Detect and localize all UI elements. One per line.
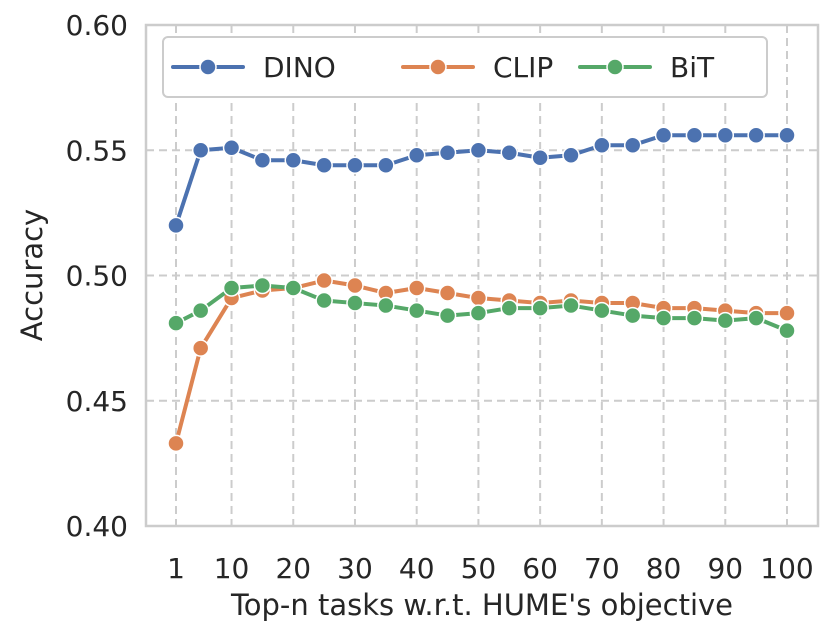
data-point — [531, 149, 549, 167]
data-point — [685, 309, 704, 327]
y-tick-label: 0.55 — [66, 134, 128, 167]
data-point — [377, 296, 395, 315]
legend-label: CLIP — [493, 51, 553, 84]
data-point — [315, 156, 333, 175]
series-bit — [167, 276, 796, 340]
data-point — [778, 304, 796, 322]
data-point — [562, 296, 580, 315]
x-tick-label: 30 — [337, 552, 373, 585]
plot-frame — [144, 23, 820, 528]
data-point — [377, 156, 395, 175]
legend-entry-clip: CLIP — [401, 51, 553, 84]
data-point — [191, 301, 210, 320]
data-point — [346, 156, 364, 175]
data-point — [531, 299, 549, 317]
x-tick-label: 60 — [522, 552, 558, 585]
data-point — [562, 146, 580, 165]
data-point — [469, 141, 488, 159]
data-point — [284, 151, 303, 170]
data-point — [778, 321, 796, 340]
y-tick-label: 0.40 — [66, 510, 128, 543]
data-point — [654, 126, 673, 144]
data-point — [191, 339, 210, 357]
y-tick-labels: 0.40 0.45 0.50 0.55 0.60 — [66, 9, 128, 543]
data-point — [438, 284, 457, 302]
x-tick-label: 50 — [461, 552, 497, 585]
x-tick-labels: 1 10 20 30 40 50 60 70 80 90 100 — [167, 552, 814, 585]
legend: DINO CLIP BiT — [162, 36, 768, 98]
data-point — [407, 301, 426, 320]
data-point — [623, 306, 642, 325]
data-point — [315, 271, 333, 290]
data-point — [407, 279, 426, 297]
legend-label: DINO — [263, 51, 336, 84]
data-point — [500, 299, 519, 317]
legend-marker — [199, 58, 217, 76]
data-point — [315, 291, 333, 310]
data-point — [346, 294, 364, 312]
x-tick-label: 40 — [399, 552, 435, 585]
data-point — [167, 434, 185, 453]
data-point — [222, 279, 241, 297]
legend-entry-bit: BiT — [578, 51, 715, 84]
data-point — [778, 126, 796, 144]
data-point — [623, 136, 642, 154]
legend-label: BiT — [670, 51, 715, 84]
y-tick-label: 0.45 — [66, 385, 128, 418]
data-point — [716, 126, 735, 144]
data-point — [253, 276, 272, 295]
data-point — [747, 126, 765, 144]
series-dino — [167, 126, 796, 235]
x-tick-label: 70 — [584, 552, 620, 585]
legend-marker — [429, 58, 447, 76]
data-point — [685, 126, 704, 144]
x-tick-label: 90 — [707, 552, 743, 585]
data-point — [191, 141, 210, 159]
data-point — [654, 309, 673, 327]
data-point — [593, 136, 611, 154]
data-point — [253, 151, 272, 170]
x-tick-label: 10 — [214, 552, 250, 585]
x-tick-label: 1 — [167, 552, 185, 585]
x-tick-label: 100 — [760, 552, 813, 585]
y-tick-label: 0.50 — [66, 260, 128, 293]
data-point — [469, 304, 488, 322]
y-tick-label: 0.60 — [66, 9, 128, 42]
series-lines — [167, 126, 796, 453]
data-point — [167, 314, 185, 332]
data-point — [469, 289, 488, 307]
grid-lines — [146, 25, 818, 526]
x-tick-label: 80 — [646, 552, 682, 585]
data-point — [284, 279, 303, 297]
data-point — [167, 216, 185, 235]
data-point — [407, 146, 426, 165]
x-tick-label: 20 — [275, 552, 311, 585]
legend-marker — [606, 58, 624, 76]
data-point — [438, 144, 457, 162]
data-point — [222, 138, 241, 157]
y-axis-label: Accuracy — [15, 209, 49, 341]
x-axis-label: Top-n tasks w.r.t. HUME's objective — [230, 588, 733, 622]
data-point — [438, 306, 457, 325]
legend-entry-dino: DINO — [171, 51, 336, 84]
data-point — [716, 311, 735, 330]
data-point — [346, 276, 364, 295]
data-point — [593, 301, 611, 320]
data-point — [747, 309, 765, 327]
data-point — [500, 144, 519, 162]
